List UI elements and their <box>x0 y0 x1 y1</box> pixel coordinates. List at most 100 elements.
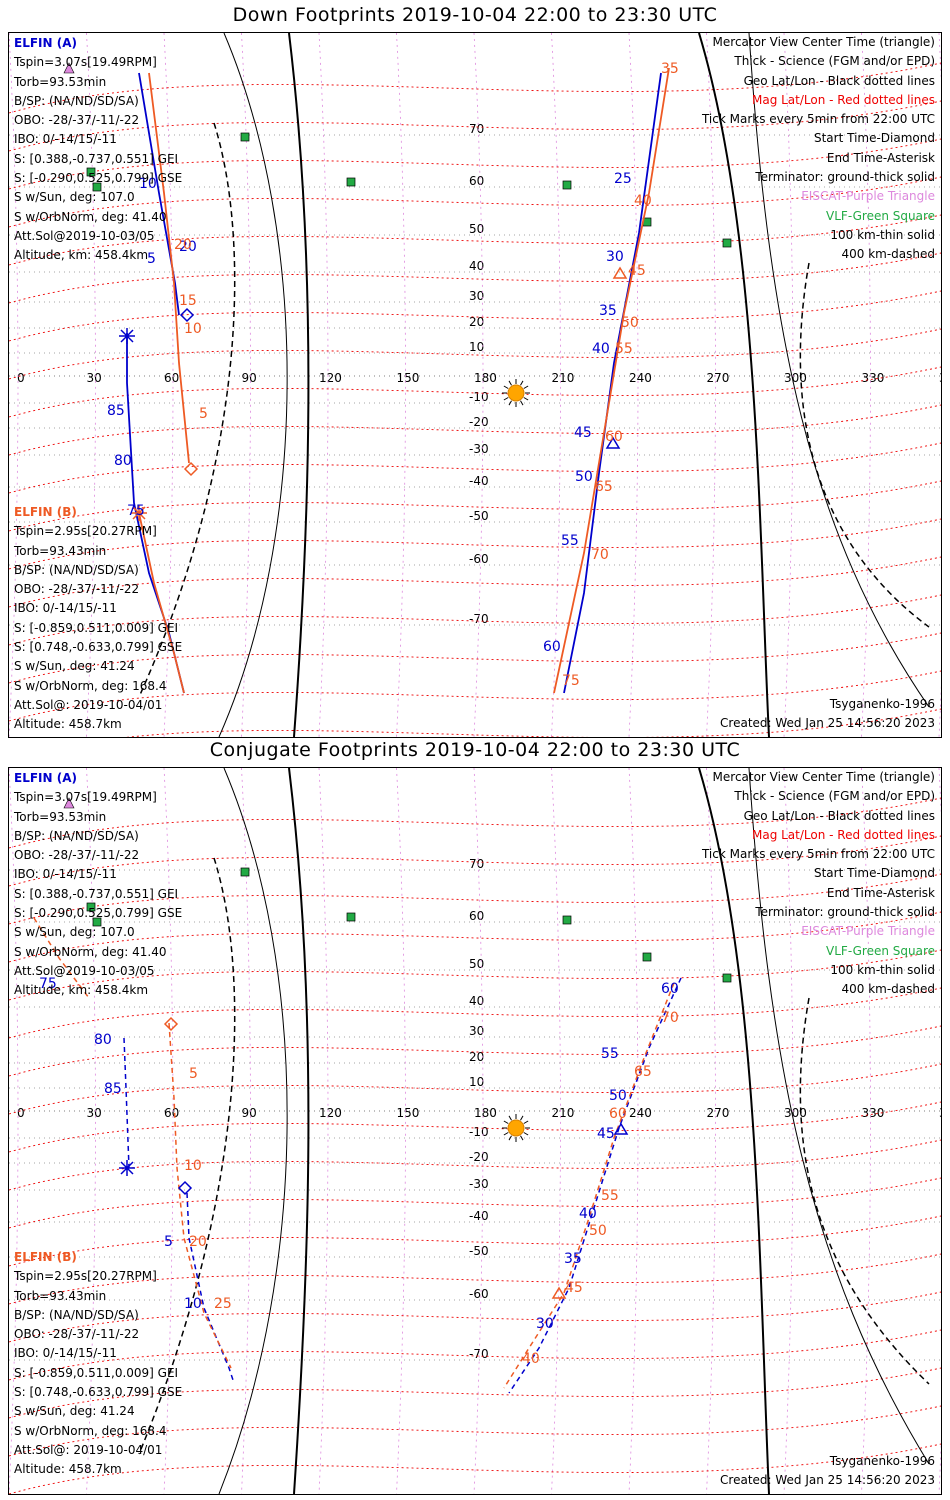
center-triangle-b <box>612 266 628 279</box>
info-line: Torb=93.43min <box>14 543 107 558</box>
info-line: Att.Sol@: 2019-10-04/01 <box>14 697 163 712</box>
info-line: S: [0.388,-0.737,0.551] GEI <box>14 151 179 166</box>
lat-label: 30 <box>469 289 484 303</box>
info-line: S w/OrbNorm, deg: 168.4 <box>14 678 167 693</box>
info-line: Altitude, km: 458.4km <box>14 983 149 998</box>
time-tick-label: 40 <box>579 1206 597 1222</box>
legend-item: VLF-Green Square <box>826 943 935 958</box>
sun-ray <box>503 1132 509 1136</box>
lat-label: 50 <box>469 222 484 236</box>
time-tick-label: 65 <box>634 1064 652 1080</box>
geo-lon-gridline <box>628 768 639 1494</box>
time-tick-label: 15 <box>9 33 27 37</box>
lon-label: 60 <box>164 371 179 385</box>
track-b-south <box>168 1022 232 1369</box>
info-line: Tspin=2.95s[20.27RPM] <box>14 1269 157 1284</box>
geo-lon-gridline <box>241 33 251 737</box>
vlf-square <box>562 180 572 190</box>
sun-icon <box>507 1119 525 1137</box>
time-tick-label: 50 <box>609 1088 627 1104</box>
geo-lon-gridline <box>86 768 96 1494</box>
info-line: Tspin=3.07s[19.49RPM] <box>14 790 157 805</box>
legend-item: Start Time-Diamond <box>813 131 935 146</box>
lon-label: 360 <box>939 371 941 385</box>
time-tick-label: 60 <box>661 981 679 997</box>
time-tick-label: 75 <box>127 503 145 519</box>
sat-b-name: ELFIN (B) <box>14 1250 77 1264</box>
geo-lon-gridline <box>9 33 19 737</box>
lon-label: 210 <box>552 371 575 385</box>
sat-b-info: ELFIN (B) Tspin=2.95s[20.27RPM] Torb=93.… <box>14 1248 182 1480</box>
time-tick-label: 60 <box>609 1106 627 1122</box>
geo-lon-gridline <box>318 768 329 1494</box>
terminator-ground <box>698 768 770 1494</box>
time-tick-label: 35 <box>599 303 617 319</box>
terminator-ground <box>698 33 770 737</box>
geo-lon-gridline <box>9 768 19 1494</box>
sun-ray <box>520 400 524 406</box>
time-tick-label: 80 <box>94 1032 112 1048</box>
time-tick-label: 25 <box>214 1296 232 1312</box>
sun-ray <box>523 385 529 389</box>
footer: Tsyganenko-1996 Created: Wed Jan 25 14:5… <box>720 695 935 733</box>
geo-lon-gridline <box>861 33 871 737</box>
terminator-400km <box>138 122 236 698</box>
info-line: B/SP: (NA/ND/SD/SA) <box>14 1307 139 1322</box>
eiscat-triangle <box>63 62 75 74</box>
plot-title: Down Footprints 2019-10-04 22:00 to 23:3… <box>232 4 718 26</box>
vlf-square <box>642 952 652 962</box>
track-a-pass <box>508 977 682 1394</box>
lat-label: 70 <box>469 857 484 871</box>
lat-label: -20 <box>469 1150 489 1164</box>
time-tick-label: 65 <box>595 479 613 495</box>
track-a-north <box>138 72 180 316</box>
legend-item: 100 km-thin solid <box>830 227 935 242</box>
lat-label: -50 <box>469 1244 489 1258</box>
terminator-400km <box>799 997 930 1385</box>
time-tick-label: 10 <box>184 1158 202 1174</box>
mercator-map: 70 60 50 40 30 20 10 -10 -20 -30 -40 -50 -60 -70 0 30 60… <box>9 33 941 737</box>
info-line: OBO: -28/-37/-11/-22 <box>14 1327 140 1342</box>
lon-label: 180 <box>474 371 497 385</box>
time-tick-label: 55 <box>615 341 633 357</box>
time-tick-label: 45 <box>628 263 646 279</box>
info-line: IBO: 0/-14/15/-11 <box>14 601 117 616</box>
legend-item: EISCAT-Purple Triangle <box>801 189 935 204</box>
geo-lon-gridline <box>783 768 794 1494</box>
lat-label: -10 <box>469 390 489 404</box>
start-diamond-b <box>163 1016 179 1032</box>
geo-lon-gridline <box>783 33 794 737</box>
vlf-square <box>346 912 356 922</box>
info-line: OBO: -28/-37/-11/-22 <box>14 848 140 863</box>
legend-item: Terminator: ground-thick solid <box>755 905 935 920</box>
time-tick-label: 45 <box>597 1126 615 1142</box>
info-line: IBO: 0/-14/15/-11 <box>14 867 117 882</box>
geo-lon-gridline <box>396 768 406 1494</box>
sun-ray <box>520 1115 524 1121</box>
legend-item: 400 km-dashed <box>841 247 935 262</box>
time-tick-label: 50 <box>575 469 593 485</box>
time-tick-label: 10 <box>184 321 202 337</box>
info-line: S: [0.388,-0.737,0.551] GEI <box>14 886 179 901</box>
legend-item: Mercator View Center Time (triangle) <box>712 770 935 784</box>
track-b-pass <box>503 982 675 1389</box>
center-triangle-a <box>613 1122 629 1135</box>
sun-ray <box>523 397 529 401</box>
lat-label: -30 <box>469 1177 489 1191</box>
info-line: IBO: 0/-14/15/-11 <box>14 132 117 147</box>
terminator-100km <box>218 33 288 737</box>
legend-item: End Time-Asterisk <box>826 885 935 900</box>
info-line: S w/OrbNorm, deg: 41.40 <box>14 209 167 224</box>
center-triangle-b <box>551 1286 567 1299</box>
geo-lon-gridline <box>473 768 484 1494</box>
geo-lon-gridline <box>86 33 96 737</box>
lat-label: 40 <box>469 994 484 1008</box>
start-diamond-a <box>177 1180 193 1196</box>
terminator-ground <box>288 33 310 737</box>
info-line: S w/Sun, deg: 41.24 <box>14 659 135 674</box>
sun-ray <box>508 1115 512 1121</box>
lat-label: -40 <box>469 474 489 488</box>
vlf-square <box>346 177 356 187</box>
time-tick-label: 40 <box>592 341 610 357</box>
info-line: Tspin=3.07s[19.49RPM] <box>14 55 157 70</box>
